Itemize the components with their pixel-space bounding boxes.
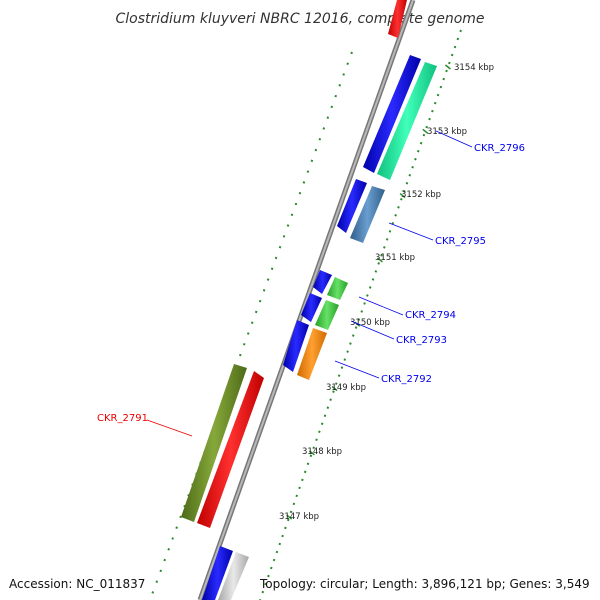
tick-mark-3152 bbox=[399, 193, 406, 199]
tick-label-3147: 3147 kbp bbox=[279, 512, 319, 522]
tick-mark-3149 bbox=[331, 385, 338, 392]
topology-summary: Topology: circular; Length: 3,896,121 bp… bbox=[260, 577, 590, 591]
gene-feature-bottom-grey bbox=[218, 552, 249, 600]
gene-label-2794[interactable]: CKR_2794 bbox=[405, 310, 456, 321]
gene-feature-2791 bbox=[197, 371, 264, 528]
cds-feature-2794-forward bbox=[313, 270, 332, 294]
rna-feature-top bbox=[388, 0, 407, 38]
tick-mark-3147 bbox=[286, 514, 293, 520]
tick-label-3154: 3154 kbp bbox=[454, 63, 494, 73]
cds-feature-2792-forward bbox=[283, 320, 309, 372]
cds-feature-2793-forward bbox=[301, 293, 322, 322]
tick-label-3152: 3152 kbp bbox=[401, 190, 441, 200]
tick-marks bbox=[286, 64, 451, 520]
gene-feature-2791-olive bbox=[181, 364, 247, 522]
map-title: Clostridium kluyveri NBRC 12016, complet… bbox=[115, 11, 484, 27]
cds-feature-2795-forward bbox=[337, 179, 367, 233]
tick-mark-3148 bbox=[308, 450, 315, 456]
gene-label-2796[interactable]: CKR_2796 bbox=[474, 143, 525, 154]
tick-label-3148: 3148 kbp bbox=[302, 447, 342, 457]
tick-mark-3153 bbox=[422, 128, 429, 134]
leader-line-2791 bbox=[146, 419, 193, 437]
gene-feature-2796 bbox=[377, 62, 437, 180]
leader-line-2796 bbox=[435, 130, 473, 148]
tick-label-3150: 3150 kbp bbox=[350, 318, 390, 328]
gene-feature-2795 bbox=[350, 186, 385, 243]
tick-label-3153: 3153 kbp bbox=[427, 127, 467, 137]
gene-label-2795[interactable]: CKR_2795 bbox=[435, 236, 486, 247]
gene-feature-2794 bbox=[327, 277, 348, 300]
leader-line-2795 bbox=[388, 222, 434, 241]
tick-mark-3154 bbox=[444, 64, 451, 70]
gene-feature-2792 bbox=[297, 328, 327, 380]
tick-label-3149: 3149 kbp bbox=[326, 383, 366, 393]
gene-label-2793[interactable]: CKR_2793 bbox=[396, 335, 447, 346]
gene-label-2791[interactable]: CKR_2791 bbox=[97, 413, 148, 424]
tick-mark-3151 bbox=[376, 257, 383, 263]
cds-feature-bottom bbox=[202, 546, 233, 600]
accession-text: Accession: NC_011837 bbox=[9, 577, 146, 591]
gene-feature-2793 bbox=[315, 300, 339, 330]
gene-label-2792[interactable]: CKR_2792 bbox=[381, 374, 432, 385]
leader-line-2793 bbox=[350, 320, 395, 340]
genome-backbone-highlight bbox=[199, 0, 414, 600]
tick-label-3151: 3151 kbp bbox=[375, 253, 415, 263]
leader-line-2792 bbox=[334, 360, 380, 379]
leader-line-2794 bbox=[358, 296, 404, 316]
cds-feature-2796-forward bbox=[363, 55, 421, 173]
